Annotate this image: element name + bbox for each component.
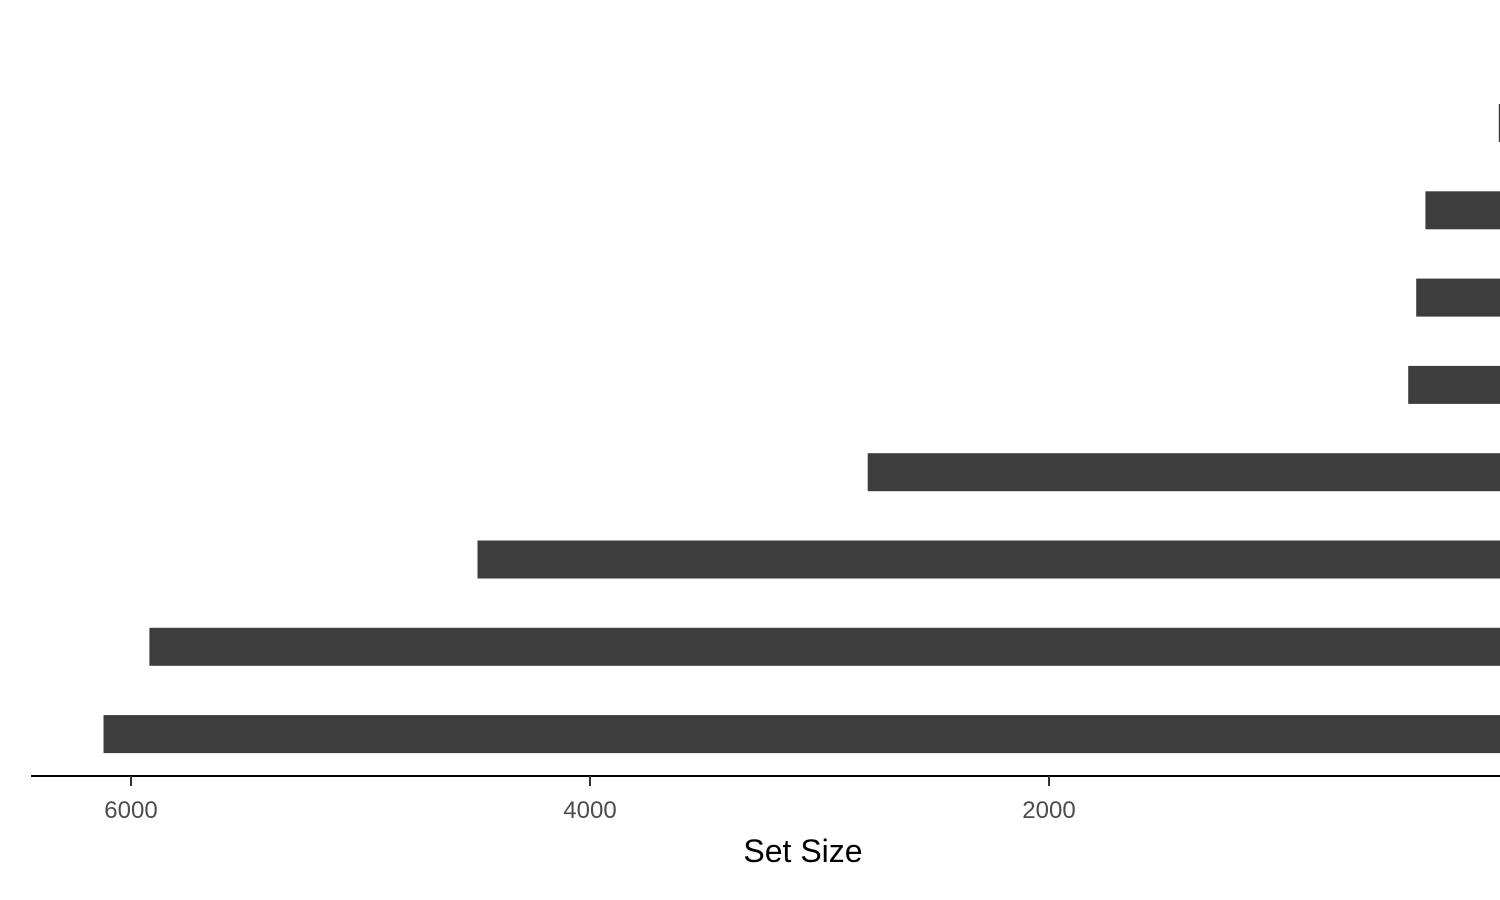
x-axis-title: Set Size: [743, 833, 862, 869]
bar-6: [477, 540, 1500, 579]
x-tick-label: 6000: [104, 797, 157, 824]
x-tick-label: 2000: [1022, 797, 1075, 824]
x-tick-label: 4000: [563, 797, 616, 824]
bars-layer: [103, 104, 1500, 754]
x-axis-ticks: 6000 4000 2000: [104, 776, 1076, 824]
bar-1: [1498, 104, 1500, 142]
bar-2: [1425, 191, 1500, 230]
bar-8: [103, 715, 1500, 754]
bar-7: [149, 627, 1500, 666]
bar-3: [1416, 278, 1500, 317]
bar-4: [1408, 365, 1500, 404]
bar-5: [867, 453, 1500, 492]
